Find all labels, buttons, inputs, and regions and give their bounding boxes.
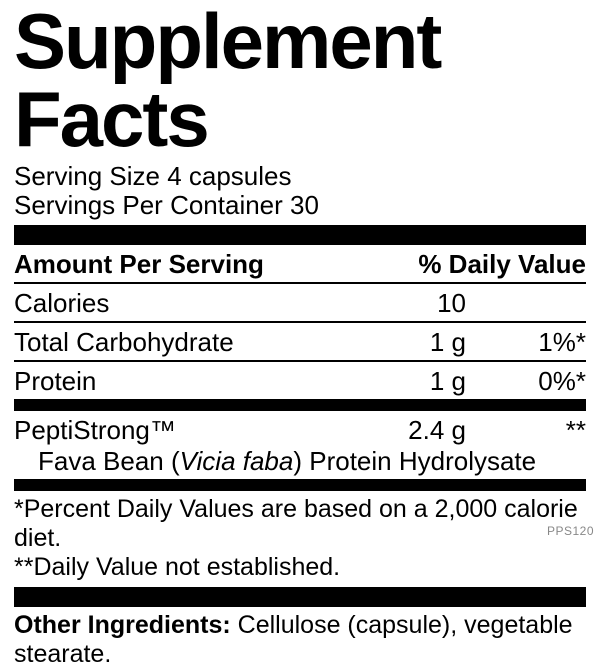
nutrient-row: Total Carbohydrate 1 g 1%* [14, 323, 586, 362]
compound-sub-italic: Vicia faba [180, 446, 294, 476]
other-ingredients-label: Other Ingredients: [14, 611, 238, 639]
supplement-facts-panel: Supplement Facts Serving Size 4 capsules… [0, 2, 600, 669]
compound-row: PeptiStrong™ 2.4 g ** Fava Bean (Vicia f… [14, 411, 586, 479]
footnote-line-1: *Percent Daily Values are based on a 2,0… [14, 495, 586, 553]
rule-thick-bottom [14, 587, 586, 607]
header-daily-value: % Daily Value [396, 249, 586, 280]
serving-size-line: Serving Size 4 capsules [14, 162, 586, 191]
product-code: PPS120 [547, 524, 594, 538]
nutrient-name: Total Carbohydrate [14, 327, 356, 358]
panel-title: Supplement Facts [14, 2, 586, 158]
compound-dv: ** [466, 415, 586, 446]
footnotes: *Percent Daily Values are based on a 2,0… [14, 491, 586, 587]
nutrient-row: Protein 1 g 0%* [14, 362, 586, 399]
serving-size-value: 4 capsules [167, 161, 291, 191]
rule-thick-top [14, 225, 586, 245]
compound-name: PeptiStrong™ [14, 415, 356, 446]
nutrient-row: Calories 10 [14, 284, 586, 323]
nutrient-name: Calories [14, 288, 356, 319]
serving-size-label: Serving Size [14, 161, 160, 191]
nutrient-amount: 1 g [356, 327, 466, 358]
footnote-line-2: **Daily Value not established. [14, 553, 586, 582]
rule-medium-mid [14, 399, 586, 411]
rule-medium-bottom [14, 479, 586, 491]
compound-subline: Fava Bean (Vicia faba) Protein Hydrolysa… [14, 446, 586, 479]
servings-per-container-line: Servings Per Container 30 [14, 191, 586, 220]
compound-sub-suffix: ) Protein Hydrolysate [293, 446, 536, 476]
header-amount-per-serving: Amount Per Serving [14, 249, 396, 280]
nutrient-amount: 10 [356, 288, 466, 319]
servings-per-container-value: 30 [290, 190, 319, 220]
compound-amount: 2.4 g [356, 415, 466, 446]
nutrient-name: Protein [14, 366, 356, 397]
nutrient-amount: 1 g [356, 366, 466, 397]
serving-info: Serving Size 4 capsules Servings Per Con… [14, 162, 586, 219]
nutrient-dv: 1%* [466, 327, 586, 358]
compound-sub-prefix: Fava Bean ( [38, 446, 180, 476]
servings-per-container-label: Servings Per Container [14, 190, 283, 220]
column-header-row: Amount Per Serving % Daily Value [14, 245, 586, 284]
other-ingredients: Other Ingredients: Cellulose (capsule), … [14, 607, 586, 669]
nutrient-dv: 0%* [466, 366, 586, 397]
